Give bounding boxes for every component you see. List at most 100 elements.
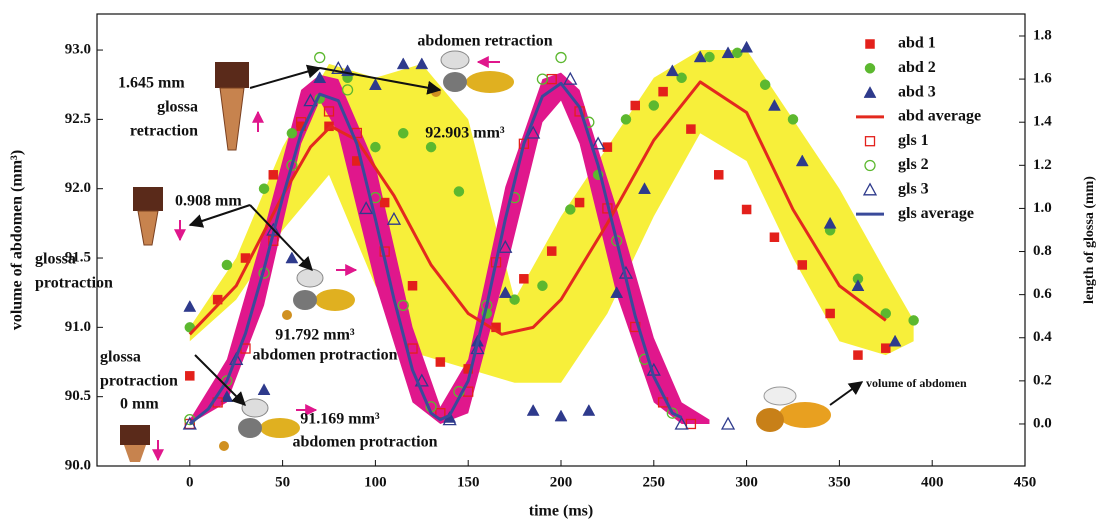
y2-axis-label: length of glossa (mm) [1082, 176, 1097, 304]
marker-circle [704, 51, 715, 63]
marker-triangle [415, 57, 429, 70]
marker-triangle [823, 216, 837, 229]
marker-circle [565, 204, 576, 215]
marker-triangle [888, 334, 902, 347]
bee-icon [756, 386, 831, 432]
y-tick-label: 91.5 [65, 249, 91, 265]
x-tick-label: 100 [364, 474, 387, 490]
annotation: volume of abdomen [866, 376, 967, 390]
x-tick-label: 300 [735, 474, 758, 490]
legend-label: abd 1 [898, 35, 936, 52]
marker-triangle [182, 416, 197, 430]
legend-label: abd 2 [898, 59, 936, 76]
marker-circle [536, 73, 549, 85]
marker-triangle [386, 211, 402, 225]
marker-square [741, 204, 752, 215]
annotation: 91.792 mm³ [275, 327, 355, 344]
marker-triangle [285, 251, 299, 264]
marker-circle [425, 141, 437, 153]
marker-circle [453, 186, 465, 197]
marker-square [853, 350, 863, 360]
marker-square [685, 418, 697, 430]
marker-square [714, 170, 724, 180]
marker-circle [314, 51, 326, 64]
marker-triangle [638, 182, 651, 194]
y2-tick-label: 0.0 [1033, 415, 1052, 431]
marker-square [323, 106, 335, 117]
marker-triangle [414, 373, 429, 387]
marker-square [658, 86, 668, 97]
marker-circle [880, 308, 892, 319]
marker-triangle [563, 71, 578, 85]
marker-circle [537, 280, 548, 292]
marker-square [797, 260, 808, 270]
marker-circle [555, 51, 567, 64]
marker-triangle [526, 404, 540, 416]
y2-tick-label: 1.2 [1033, 157, 1052, 173]
y-tick-label: 91.0 [65, 319, 91, 335]
y2-tick-label: 0.2 [1033, 372, 1052, 388]
marker-triangle [591, 136, 606, 150]
marker-triangle [257, 383, 271, 395]
marker-triangle [610, 286, 624, 298]
marker-circle [759, 79, 771, 90]
marker-circle [370, 141, 381, 153]
y-tick-label: 92.5 [65, 111, 91, 127]
annotation: abdomen protraction [252, 347, 397, 364]
marker-circle [221, 259, 233, 271]
annotation: protraction [35, 275, 113, 292]
marker-triangle [693, 50, 707, 63]
y2-tick-label: 0.6 [1033, 286, 1052, 302]
x-tick-label: 0 [186, 474, 194, 490]
marker-triangle [582, 404, 596, 416]
y-tick-label: 93.0 [65, 41, 91, 57]
marker-circle [620, 114, 632, 125]
y-tick-label: 90.5 [65, 388, 91, 404]
marker-square [769, 232, 780, 242]
annotation: glossa [157, 99, 198, 116]
marker-triangle [554, 409, 568, 422]
legend-label: gls 3 [898, 180, 929, 197]
marker-triangle [720, 416, 736, 430]
legend-label: gls average [898, 205, 974, 222]
y2-tick-label: 1.4 [1033, 114, 1052, 130]
marker-square [379, 197, 390, 208]
band [189, 72, 710, 424]
marker-triangle [498, 286, 512, 298]
bee-icon [282, 268, 355, 320]
marker-triangle [470, 341, 485, 355]
marker-circle [908, 315, 919, 326]
x-tick-label: 250 [643, 474, 666, 490]
glossa-icon [133, 187, 163, 246]
average-line [188, 80, 887, 336]
legend-label: abd average [898, 108, 981, 125]
marker-triangle [359, 201, 374, 215]
marker-square [686, 124, 696, 134]
marker-circle [341, 84, 354, 96]
legend-label: gls 1 [898, 132, 929, 149]
marker-triangle [303, 93, 318, 107]
marker-triangle [795, 154, 809, 167]
annotation: 91.169 mm³ [300, 411, 380, 428]
y2-tick-label: 1.8 [1033, 27, 1052, 43]
marker-square [602, 142, 613, 152]
legend-swatch [862, 182, 878, 196]
y2-tick-label: 1.0 [1033, 200, 1052, 216]
illustrations [120, 50, 864, 462]
marker-triangle [368, 78, 382, 90]
marker-square [519, 274, 529, 284]
marker-triangle [665, 64, 679, 77]
annotation: abdomen retraction [417, 33, 552, 50]
marker-triangle [740, 40, 754, 53]
marker-circle [397, 127, 409, 139]
marker-triangle [331, 60, 346, 74]
annotation: glossa [100, 349, 141, 366]
plot-area [182, 40, 919, 430]
marker-square [435, 408, 446, 419]
annotation: 0.908 mm [175, 193, 242, 210]
marker-square [574, 197, 585, 208]
y-tick-label: 92.0 [65, 180, 91, 196]
marker-triangle [498, 239, 513, 253]
marker-circle [648, 100, 660, 111]
